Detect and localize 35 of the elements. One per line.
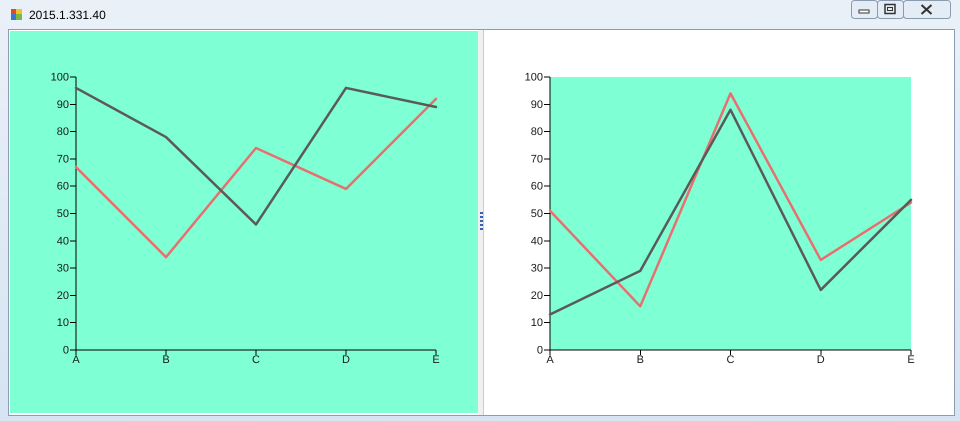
x-tick-label: E — [432, 354, 440, 366]
x-tick-label: C — [252, 354, 260, 366]
y-tick-label: 50 — [530, 208, 543, 220]
y-tick-label: 30 — [530, 262, 543, 275]
x-tick-label: D — [342, 354, 350, 366]
y-tick-label: 50 — [56, 208, 69, 220]
y-tick-label: 0 — [536, 344, 543, 357]
y-tick-label: 80 — [530, 126, 543, 138]
x-tick-label: C — [726, 354, 735, 366]
line-series — [74, 98, 438, 258]
y-tick-label: 90 — [56, 98, 69, 111]
x-tick-label: E — [907, 354, 915, 366]
y-tick-label: 30 — [56, 262, 69, 275]
y-tick-label: 10 — [530, 317, 543, 330]
y-tick-label: 90 — [530, 98, 543, 111]
y-tick-label: 40 — [56, 235, 69, 248]
x-tick-label: B — [162, 354, 170, 366]
y-tick-label: 80 — [56, 126, 69, 138]
y-tick-label: 20 — [56, 290, 69, 302]
x-tick-label: B — [636, 354, 644, 366]
y-tick-label: 0 — [62, 344, 69, 357]
y-tick-label: 100 — [50, 72, 69, 84]
y-tick-label: 60 — [530, 180, 543, 193]
y-tick-label: 70 — [530, 153, 543, 166]
y-tick-label: 10 — [56, 317, 69, 330]
y-tick-label: 60 — [56, 180, 69, 193]
y-tick-label: 40 — [530, 235, 543, 248]
x-tick-label: D — [816, 354, 825, 366]
x-tick-label: A — [546, 354, 554, 366]
y-tick-label: 100 — [524, 72, 543, 84]
x-tick-label: A — [72, 354, 80, 366]
line-series — [74, 86, 438, 226]
y-tick-label: 70 — [56, 153, 69, 166]
text: 2015.1.331.40 — [29, 8, 106, 22]
y-tick-label: 20 — [530, 290, 543, 302]
